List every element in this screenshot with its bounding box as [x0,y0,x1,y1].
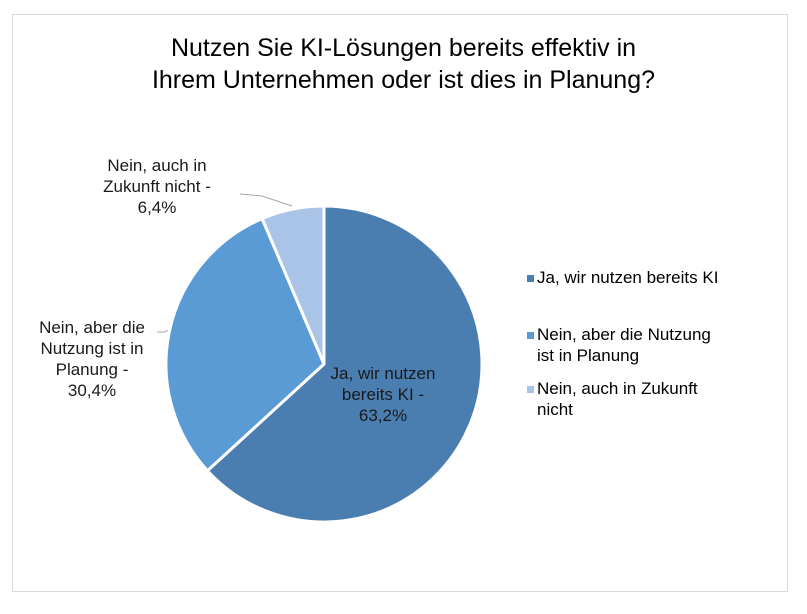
legend: Ja, wir nutzen bereits KI Nein, aber die… [527,267,777,420]
data-label-ja-line: Ja, wir nutzen [330,364,436,383]
chart-title-line-2: Ihrem Unternehmen oder ist dies in Planu… [151,66,656,94]
data-label-planung: Nein, aber die Nutzung ist in Planung - … [12,317,172,401]
pie-slice-nicht[interactable] [260,204,326,366]
data-label-planung-line: Nein, aber die [39,318,145,337]
data-label-ja: Ja, wir nutzen bereits KI - 63,2% [318,363,448,426]
chart-title: Nutzen Sie KI-Lösungen bereits effektiv … [40,32,767,96]
legend-label-ja: Ja, wir nutzen bereits KI [537,268,719,287]
legend-label-nicht: nicht [537,400,573,419]
legend-label-planung: ist in Planung [537,346,640,365]
pie-slice-ja[interactable] [205,204,484,524]
legend-swatch-planung [527,332,534,339]
data-label-planung-line: Nutzung ist in [40,339,144,358]
data-label-nicht-line: Zukunft nicht - [103,177,211,196]
data-label-ja-line: bereits KI - [341,385,425,404]
chart-title-line-1: Nutzen Sie KI-Lösungen bereits effektiv … [170,34,637,62]
leader-line-planung [157,329,169,333]
legend-label-nicht: Nein, auch in Zukunft [537,379,698,398]
legend-item-ja[interactable]: Ja, wir nutzen bereits KI [527,267,777,288]
data-label-ja-value: 63,2% [358,406,408,425]
pie-slice-planung[interactable] [164,217,326,473]
legend-swatch-nicht [527,386,534,393]
leader-line-nicht [239,193,293,207]
legend-item-nicht[interactable]: Nein, auch in Zukunft nicht [527,378,777,420]
chart-frame [12,14,788,592]
legend-label-planung: Nein, aber die Nutzung [537,325,711,344]
data-label-planung-line: Planung - [55,360,129,379]
legend-swatch-ja [527,275,534,282]
data-label-planung-value: 30,4% [67,381,117,400]
data-label-nicht: Nein, auch in Zukunft nicht - 6,4% [82,155,232,218]
legend-item-planung[interactable]: Nein, aber die Nutzung ist in Planung [527,324,777,366]
data-label-nicht-value: 6,4% [137,198,177,217]
data-label-nicht-line: Nein, auch in [107,156,207,175]
